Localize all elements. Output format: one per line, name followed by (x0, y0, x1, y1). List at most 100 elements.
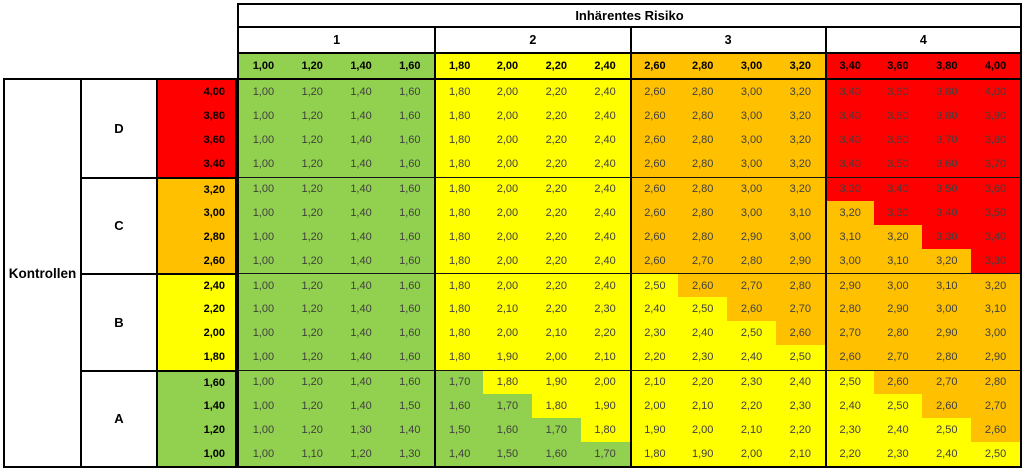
matrix-cell: 2,20 (727, 393, 776, 418)
matrix-cell: 2,00 (531, 345, 581, 370)
matrix-cell: 3,90 (971, 104, 1020, 129)
matrix-cell: 2,80 (678, 200, 728, 225)
matrix-cell: 1,20 (287, 176, 337, 201)
matrix-cell: 1,40 (336, 273, 386, 298)
matrix-cell: 2,20 (824, 441, 874, 466)
matrix-cell: 2,20 (531, 176, 581, 201)
row-header-cell: 4,00 (158, 80, 235, 105)
matrix-cell: 1,80 (434, 128, 484, 153)
matrix-cell: 2,30 (873, 441, 923, 466)
col-header-cell: 3,60 (873, 54, 923, 80)
matrix-cell: 2,10 (727, 417, 776, 442)
matrix-cell: 1,40 (336, 321, 386, 346)
col-header-cell: 1,60 (385, 54, 435, 80)
matrix-cell: 3,00 (824, 248, 874, 273)
col-header-cell: 3,40 (824, 54, 874, 80)
matrix-cell: 1,20 (287, 104, 337, 129)
matrix-cell: 3,00 (727, 80, 776, 105)
matrix-cell: 1,80 (434, 104, 484, 129)
col-header-cell: 4,00 (971, 54, 1020, 80)
matrix-cell: 3,40 (873, 176, 923, 201)
matrix-cell: 1,30 (385, 441, 435, 466)
matrix-cell: 2,40 (678, 321, 728, 346)
matrix-cell: 2,90 (824, 273, 874, 298)
matrix-cell: 1,20 (287, 152, 337, 177)
matrix-cell: 2,10 (775, 441, 825, 466)
matrix-cell: 3,10 (824, 224, 874, 249)
matrix-cell: 3,00 (775, 224, 825, 249)
matrix-cell: 2,10 (531, 321, 581, 346)
matrix-cell: 3,40 (824, 128, 874, 153)
matrix-cell: 2,80 (922, 345, 972, 370)
matrix-cell: 2,70 (678, 248, 728, 273)
matrix-cell: 3,70 (971, 152, 1020, 177)
matrix-cell: 2,80 (678, 128, 728, 153)
matrix-cell: 2,50 (629, 273, 679, 298)
matrix-cell: 2,30 (629, 321, 679, 346)
matrix-cell: 1,20 (336, 441, 386, 466)
matrix-cell: 1,80 (434, 248, 484, 273)
matrix-cell: 2,10 (483, 297, 532, 322)
matrix-cell: 3,20 (775, 80, 825, 105)
matrix-cell: 2,60 (629, 248, 679, 273)
matrix-cell: 2,80 (678, 224, 728, 249)
matrix-cell: 2,20 (531, 297, 581, 322)
matrix-cell: 1,80 (434, 273, 484, 298)
matrix-cell: 2,40 (873, 417, 923, 442)
matrix-cell: 1,70 (434, 369, 484, 394)
matrix-cell: 1,40 (336, 128, 386, 153)
matrix-cell: 1,60 (385, 80, 435, 105)
matrix-cell: 2,90 (922, 321, 972, 346)
matrix-cell: 2,00 (629, 393, 679, 418)
matrix-cell: 1,40 (336, 369, 386, 394)
matrix-cell: 2,80 (678, 176, 728, 201)
matrix-cell: 1,20 (287, 417, 337, 442)
matrix-cell: 2,30 (775, 393, 825, 418)
col-header-cell: 3,20 (775, 54, 825, 80)
matrix-cell: 2,60 (775, 321, 825, 346)
row-header-cell: 1,60 (158, 369, 235, 394)
matrix-cell: 2,00 (483, 80, 532, 105)
matrix-cell: 1,60 (385, 321, 435, 346)
matrix-cell: 2,20 (531, 80, 581, 105)
matrix-cell: 2,20 (531, 104, 581, 129)
matrix-cell: 1,80 (434, 200, 484, 225)
matrix-cell: 3,60 (873, 104, 923, 129)
matrix-cell: 2,50 (922, 417, 972, 442)
matrix-cell: 2,60 (629, 200, 679, 225)
matrix-cell: 1,60 (385, 248, 435, 273)
matrix-cell: 1,80 (434, 176, 484, 201)
matrix-cell: 3,50 (922, 176, 972, 201)
matrix-cell: 3,80 (922, 80, 972, 105)
matrix-cell: 1,00 (239, 369, 288, 394)
matrix-cell: 1,00 (239, 176, 288, 201)
col-group-label: 4 (824, 28, 1020, 54)
matrix-cell: 3,20 (873, 224, 923, 249)
matrix-cell: 1,40 (336, 345, 386, 370)
row-group-label: C (82, 176, 158, 273)
matrix-cell: 3,30 (922, 224, 972, 249)
matrix-cell: 1,20 (287, 248, 337, 273)
matrix-cell: 1,40 (336, 80, 386, 105)
matrix-cell: 3,40 (922, 200, 972, 225)
matrix-cell: 2,40 (824, 393, 874, 418)
matrix-cell: 1,00 (239, 273, 288, 298)
row-group-label: A (82, 369, 158, 466)
matrix-cell: 1,20 (287, 128, 337, 153)
row-header-cell: 2,40 (158, 273, 235, 298)
matrix-cell: 1,50 (483, 441, 532, 466)
matrix-cell: 2,00 (483, 128, 532, 153)
matrix-cell: 1,20 (287, 369, 337, 394)
col-header-cell: 1,00 (239, 54, 288, 80)
matrix-cell: 3,30 (824, 176, 874, 201)
matrix-cell: 2,70 (727, 273, 776, 298)
matrix-cell: 3,20 (971, 273, 1020, 298)
matrix-cell: 1,90 (629, 417, 679, 442)
matrix-cell: 1,60 (434, 393, 484, 418)
matrix-cell: 3,00 (727, 176, 776, 201)
matrix-cell: 3,00 (727, 104, 776, 129)
matrix-cell: 2,20 (775, 417, 825, 442)
matrix-cell: 2,40 (629, 297, 679, 322)
matrix-cell: 3,00 (727, 128, 776, 153)
matrix-cell: 1,80 (434, 152, 484, 177)
